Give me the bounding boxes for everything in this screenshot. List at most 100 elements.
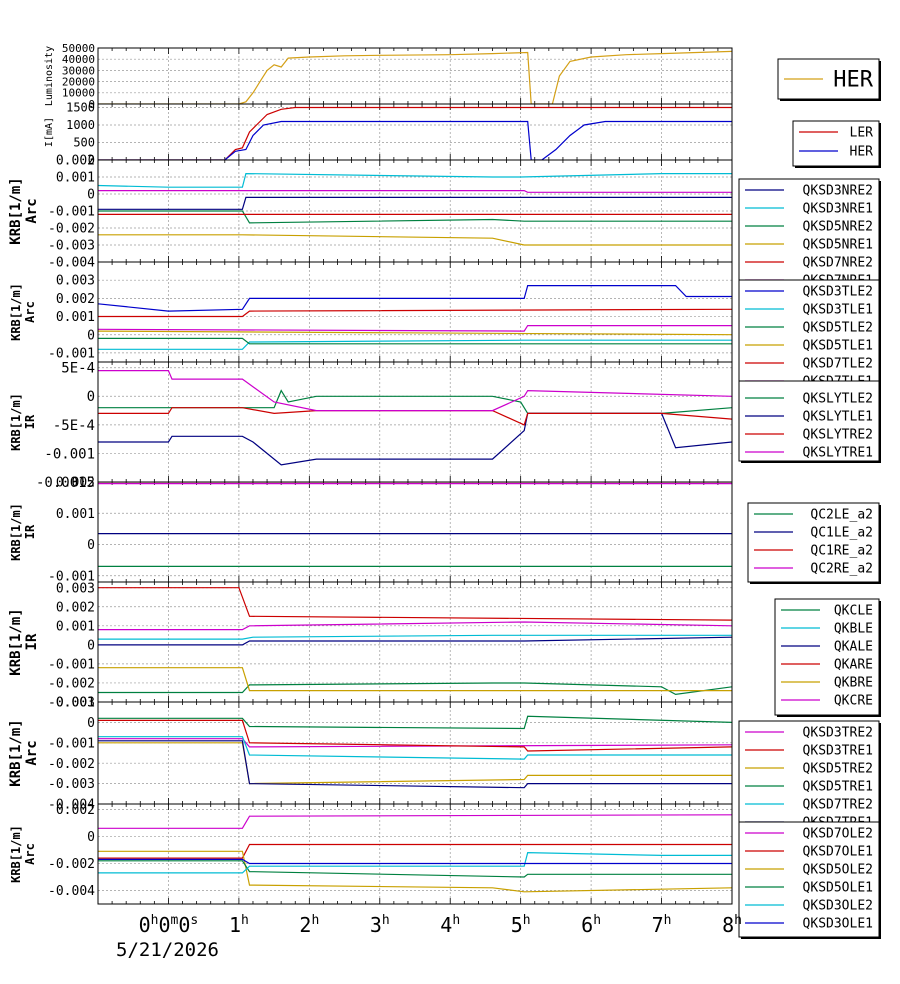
legend: QKSD3TRE2 QKSD3TRE1 QKSD5TRE2 QKSD5TRE1 QKSD… [738, 720, 881, 835]
y-tick-label: 0 [87, 328, 95, 343]
series-line-qksd3ole2 [98, 851, 732, 874]
chart-panel-4: -0.001 0 0.001 0.002 0.003 KRB[1/m] Arc QKSD3TL… [9, 261, 881, 394]
x-tick-label: 6h [581, 913, 601, 937]
y-axis-label: I[mA] [44, 117, 55, 147]
series-line-qksd5ole1 [98, 860, 732, 878]
series-line-ler [98, 106, 732, 160]
y-tick-label: -0.003 [48, 696, 95, 711]
chart-panel-6: -0.001 0 0.001 0.002 KRB[1/m] IR QC2LE_a2 QC1LE… [9, 476, 881, 584]
legend: QKSLYTLE2 QKSLYTLE1 QKSLYTRE2 QKSLYTRE1 [738, 380, 881, 463]
series-line-qksd7tre2 [98, 736, 732, 760]
x-tick-label: 5h [511, 913, 531, 937]
legend-entry: QKBRE [834, 676, 873, 691]
series-group [98, 482, 732, 568]
y-tick-label: 0.003 [56, 581, 95, 596]
series-line-qkare [98, 587, 732, 621]
legend: QC2LE_a2 QC1LE_a2 QC1RE_a2 QC2RE_a2 [747, 502, 881, 584]
series-line-qksd3nre2 [98, 196, 732, 210]
y-tick-label: -0.004 [48, 884, 95, 899]
y-tick-label: 5E-4 [61, 361, 95, 377]
series-line-qkslytle1 [98, 412, 732, 466]
legend-entry: QKSD3TLE2 [803, 285, 873, 300]
series-line-qksd3tre1 [98, 719, 732, 752]
series-line-qksd5tre1 [98, 715, 732, 730]
legend-entry: QKSD7TLE2 [803, 357, 873, 372]
time-axis: 0h0m0s 1h 2h 3h 4h 5h 6h 7h 8h 5/21/2026 [116, 913, 742, 961]
legend-entry: QKSLYTLE1 [803, 410, 873, 425]
series-line-qksd7ole2 [98, 814, 732, 829]
x-tick-label: 8h [722, 913, 742, 937]
legend-entry: QKSD5OLE2 [803, 863, 873, 878]
x-tick-label: 4h [440, 913, 460, 937]
y-tick-label: -0.002 [48, 677, 95, 692]
legend-entry: QKSLYTRE1 [803, 446, 873, 461]
legend-entry: QKSD5TLE1 [803, 339, 873, 354]
legend-entry: QKSD5NRE2 [803, 220, 873, 235]
y-tick-label: 0 [87, 538, 95, 553]
y-axis-label: Arc [23, 301, 37, 323]
chart-panel-7: -0.003 -0.002 -0.001 0 0.001 0.002 0.003 KRB[1/… [8, 581, 881, 717]
legend-entry: QKSD5NRE1 [803, 238, 873, 253]
legend-entry: QKSD3TRE2 [803, 726, 873, 741]
y-tick-label: 50000 [62, 42, 95, 55]
legend-entry: QKSD3OLE1 [803, 917, 873, 932]
y-tick-label: 0 [88, 98, 95, 111]
series-line-qksd7tre1 [98, 740, 732, 789]
legend: QKSD3TLE2 QKSD3TLE1 QKSD5TLE2 QKSD5TLE1 QKSD… [738, 279, 881, 394]
y-tick-label: 0 [87, 716, 95, 731]
legend-entry: HER [833, 68, 873, 93]
series-line-qksd5tle2 [98, 337, 732, 345]
chart-panel-8: -0.004 -0.003 -0.002 -0.001 0 0.001 KRB[1/m] Ar… [8, 696, 881, 835]
y-axis-label: KRB[1/m] [9, 283, 23, 341]
y-tick-label: -5E-4 [53, 418, 95, 434]
y-tick-label: 0.001 [56, 310, 95, 325]
y-tick-label: 10000 [62, 87, 95, 100]
y-tick-label: -0.002 [48, 857, 95, 872]
legend-box [738, 279, 880, 393]
series-line-qksd7ole1 [98, 843, 732, 859]
y-tick-label: -0.002 [48, 757, 95, 772]
plot-frame [97, 361, 733, 483]
y-axis-label: KRB[1/m] [8, 719, 24, 786]
y-tick-label: -0.001 [48, 346, 95, 361]
y-tick-label: -0.0015 [36, 475, 95, 491]
y-tick-label: 1500 [66, 101, 95, 115]
y-axis-label: IR [23, 524, 37, 539]
legend-entry: QC2RE_a2 [810, 562, 873, 577]
series-group [98, 587, 732, 696]
series-line-qksd5tle1 [98, 330, 732, 336]
legend: QKSD7OLE2 QKSD7OLE1 QKSD5OLE2 QKSD5OLE1 QKSD… [738, 821, 881, 939]
y-axis-label: KRB[1/m] [9, 393, 23, 451]
y-tick-label: 40000 [62, 53, 95, 66]
y-tick-label: -0.003 [48, 777, 95, 792]
series-line-qksd7tle1 [98, 325, 732, 332]
series-line-qkbre [98, 667, 732, 692]
y-tick-label: 500 [73, 136, 95, 150]
legend-entry: QKSD3OLE2 [803, 899, 873, 914]
y-tick-label: -0.001 [44, 446, 95, 462]
legend-entry: QKCRE [834, 694, 873, 709]
y-tick-label: 30000 [62, 64, 95, 77]
y-axis-label: IR [23, 414, 37, 429]
y-tick-label: 0.002 [56, 803, 95, 818]
x-tick-label: 3h [370, 913, 390, 937]
legend-entry: QKSD7OLE1 [803, 845, 873, 860]
y-tick-label: 0.003 [56, 274, 95, 289]
legend-entry: QKSD5OLE1 [803, 881, 873, 896]
y-tick-label: -0.002 [48, 222, 95, 237]
series-group [98, 814, 732, 893]
plot-frame [97, 701, 733, 805]
series-line-qkcle [98, 682, 732, 696]
legend-entry: QC1LE_a2 [810, 526, 873, 541]
plot-frame [97, 261, 733, 363]
series-line-qksd5nre1 [98, 234, 732, 246]
x-tick-label: 1h [229, 913, 249, 937]
series-group [98, 370, 732, 466]
legend-box [738, 720, 880, 834]
series-line-her [98, 120, 732, 160]
legend-entry: QKSD5TRE1 [803, 780, 873, 795]
y-axis-label: IR [24, 633, 40, 650]
series-line-qksd5nre2 [98, 210, 732, 224]
legend: LER HER [792, 120, 881, 168]
